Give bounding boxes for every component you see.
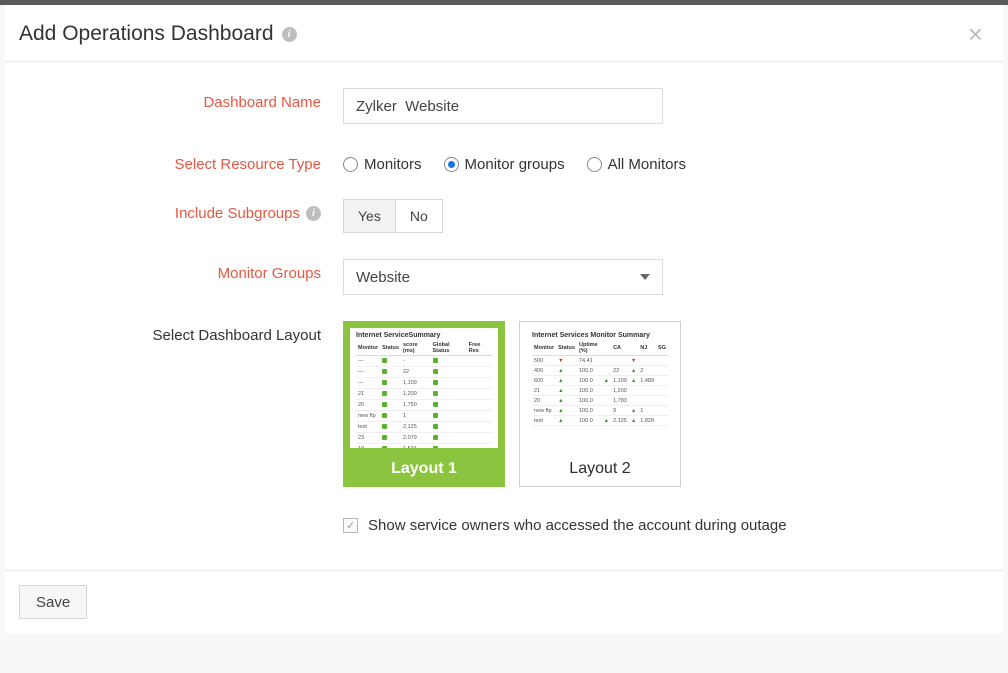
- modal-header: Add Operations Dashboard i ×: [5, 5, 1003, 62]
- label-dashboard-name: Dashboard Name: [25, 88, 343, 111]
- modal-footer: Save: [5, 570, 1003, 633]
- form-body: Dashboard Name Select Resource Type Moni…: [5, 62, 1003, 570]
- layout-1-caption: Layout 1: [344, 454, 504, 486]
- label-resource-type-text: Select Resource Type: [175, 156, 321, 173]
- label-monitor-groups-text: Monitor Groups: [218, 265, 321, 282]
- dashboard-name-input[interactable]: [343, 88, 663, 124]
- modal-title-text: Add Operations Dashboard: [19, 22, 274, 46]
- add-dashboard-modal: Add Operations Dashboard i × Dashboard N…: [5, 5, 1003, 633]
- row-layout: Select Dashboard Layout Internet Service…: [25, 321, 983, 487]
- layout-2-preview: Internet Services Monitor Summary Monito…: [526, 328, 674, 448]
- info-icon[interactable]: i: [282, 27, 297, 42]
- monitor-groups-value: Website: [356, 269, 410, 286]
- row-monitor-groups: Monitor Groups Website: [25, 259, 983, 295]
- layout-2-preview-table: MonitorStatusUptime (%)CANJSG500▼74.41▼4…: [532, 341, 668, 426]
- info-icon[interactable]: i: [306, 206, 321, 221]
- layout-2-preview-title: Internet Services Monitor Summary: [532, 332, 668, 339]
- label-layout: Select Dashboard Layout: [25, 321, 343, 344]
- save-button[interactable]: Save: [19, 585, 87, 619]
- radio-monitor-groups[interactable]: Monitor groups: [444, 156, 565, 173]
- subgroups-toggle: Yes No: [343, 199, 443, 233]
- layout-2-caption: Layout 2: [520, 454, 680, 486]
- layout-option-1[interactable]: Internet ServiceSummary MonitorStatussco…: [343, 321, 505, 487]
- radio-monitors[interactable]: Monitors: [343, 156, 422, 173]
- radio-monitor-groups-label: Monitor groups: [465, 156, 565, 173]
- resource-type-radio-group: Monitors Monitor groups All Monitors: [343, 150, 686, 173]
- layout-option-2[interactable]: Internet Services Monitor Summary Monito…: [519, 321, 681, 487]
- row-include-subgroups: Include Subgroups i Yes No: [25, 199, 983, 233]
- toggle-yes[interactable]: Yes: [344, 200, 395, 232]
- layout-options: Internet ServiceSummary MonitorStatussco…: [343, 321, 681, 487]
- radio-all-monitors-label: All Monitors: [608, 156, 686, 173]
- layout-1-preview-title: Internet ServiceSummary: [356, 332, 492, 339]
- label-monitor-groups: Monitor Groups: [25, 259, 343, 282]
- label-resource-type: Select Resource Type: [25, 150, 343, 173]
- row-checkbox: ✓ Show service owners who accessed the a…: [25, 513, 983, 534]
- layout-1-preview-table: MonitorStatusscore (ms)Global StatusFree…: [356, 341, 492, 448]
- show-owners-checkbox[interactable]: ✓: [343, 518, 358, 533]
- radio-icon: [343, 157, 358, 172]
- label-include-subgroups-text: Include Subgroups: [175, 205, 300, 222]
- spacer: [25, 513, 343, 519]
- monitor-groups-select[interactable]: Website: [343, 259, 663, 295]
- row-dashboard-name: Dashboard Name: [25, 88, 983, 124]
- radio-monitors-label: Monitors: [364, 156, 422, 173]
- chevron-down-icon: [640, 274, 650, 280]
- radio-icon: [444, 157, 459, 172]
- label-include-subgroups: Include Subgroups i: [25, 199, 343, 222]
- radio-icon: [587, 157, 602, 172]
- show-owners-checkbox-row: ✓ Show service owners who accessed the a…: [343, 513, 787, 534]
- close-icon[interactable]: ×: [968, 21, 983, 47]
- layout-1-preview: Internet ServiceSummary MonitorStatussco…: [350, 328, 498, 448]
- radio-all-monitors[interactable]: All Monitors: [587, 156, 686, 173]
- label-layout-text: Select Dashboard Layout: [153, 327, 321, 344]
- label-dashboard-name-text: Dashboard Name: [203, 94, 321, 111]
- row-resource-type: Select Resource Type Monitors Monitor gr…: [25, 150, 983, 173]
- toggle-no[interactable]: No: [395, 200, 442, 232]
- modal-title: Add Operations Dashboard i: [19, 22, 297, 46]
- show-owners-label: Show service owners who accessed the acc…: [368, 517, 787, 534]
